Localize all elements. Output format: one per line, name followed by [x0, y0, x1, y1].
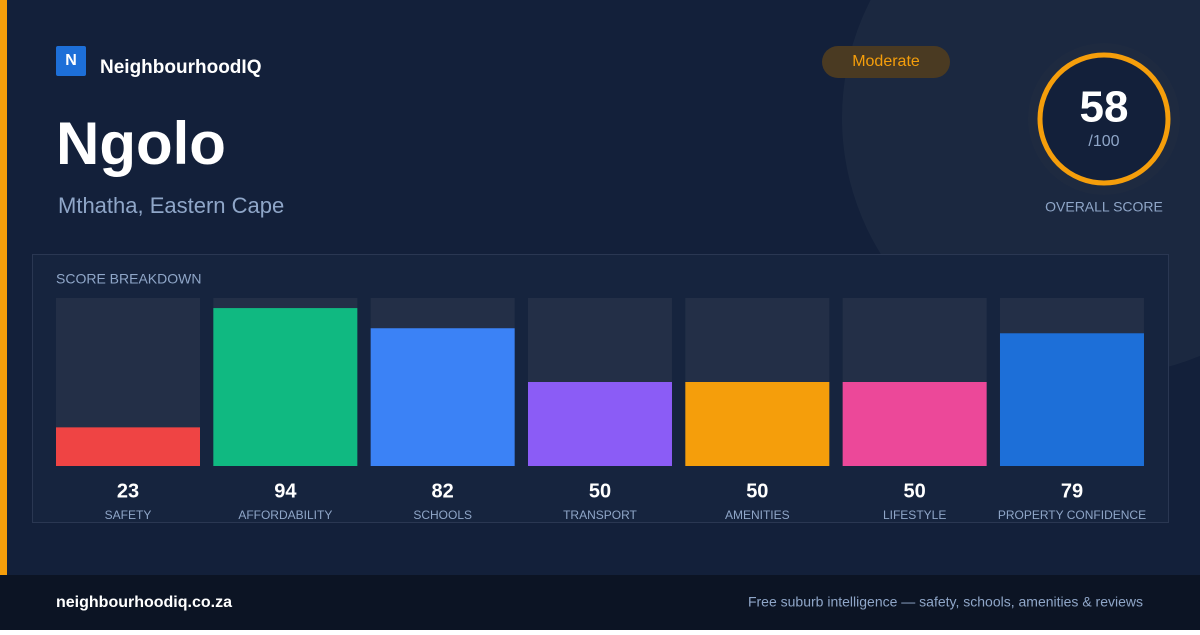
bar-label: SCHOOLS: [413, 508, 472, 522]
score-ring: [1037, 52, 1171, 186]
bar: [370, 328, 515, 466]
bar-label: AMENITIES: [725, 508, 790, 522]
bar: [213, 308, 358, 466]
footer-tagline: Free suburb intelligence — safety, schoo…: [748, 594, 1143, 610]
badge: [822, 46, 950, 78]
footer: [0, 575, 1200, 630]
bar-value: 50: [904, 480, 926, 502]
badge-text: Moderate: [852, 53, 920, 70]
bar-value: 82: [432, 480, 454, 502]
bar-label: LIFESTYLE: [883, 508, 946, 522]
bar: [56, 427, 200, 466]
score-value: 58: [1080, 83, 1129, 132]
bar: [685, 382, 830, 466]
bar-value: 50: [589, 480, 611, 502]
bar-value: 50: [746, 480, 768, 502]
suburb-title: Ngolo: [56, 110, 226, 177]
bar-label: TRANSPORT: [563, 508, 637, 522]
brand-name: NeighbourhoodIQ: [100, 57, 261, 78]
bar-label: PROPERTY CONFIDENCE: [998, 508, 1146, 522]
breakdown-title: SCORE BREAKDOWN: [56, 271, 201, 287]
footer-url: neighbourhoodiq.co.za: [56, 594, 232, 611]
bar-value: 79: [1061, 480, 1083, 502]
score-max: /100: [1088, 133, 1119, 150]
logo-letter: N: [65, 52, 77, 69]
accent-stripe: [0, 0, 7, 575]
logo: [56, 46, 86, 76]
location: Mthatha, Eastern Cape: [58, 193, 284, 218]
bar-label: SAFETY: [105, 508, 152, 522]
bar-label: AFFORDABILITY: [238, 508, 332, 522]
bar: [527, 382, 672, 466]
bar-value: 23: [117, 480, 139, 502]
bar: [999, 333, 1144, 466]
bar: [842, 382, 987, 466]
score-caption: OVERALL SCORE: [1045, 199, 1163, 215]
bars: 23 SAFETY 94 AFFORDABILITY 82 SCHOOLS 50 TRANSP…: [56, 298, 1146, 522]
bar-value: 94: [274, 480, 297, 502]
